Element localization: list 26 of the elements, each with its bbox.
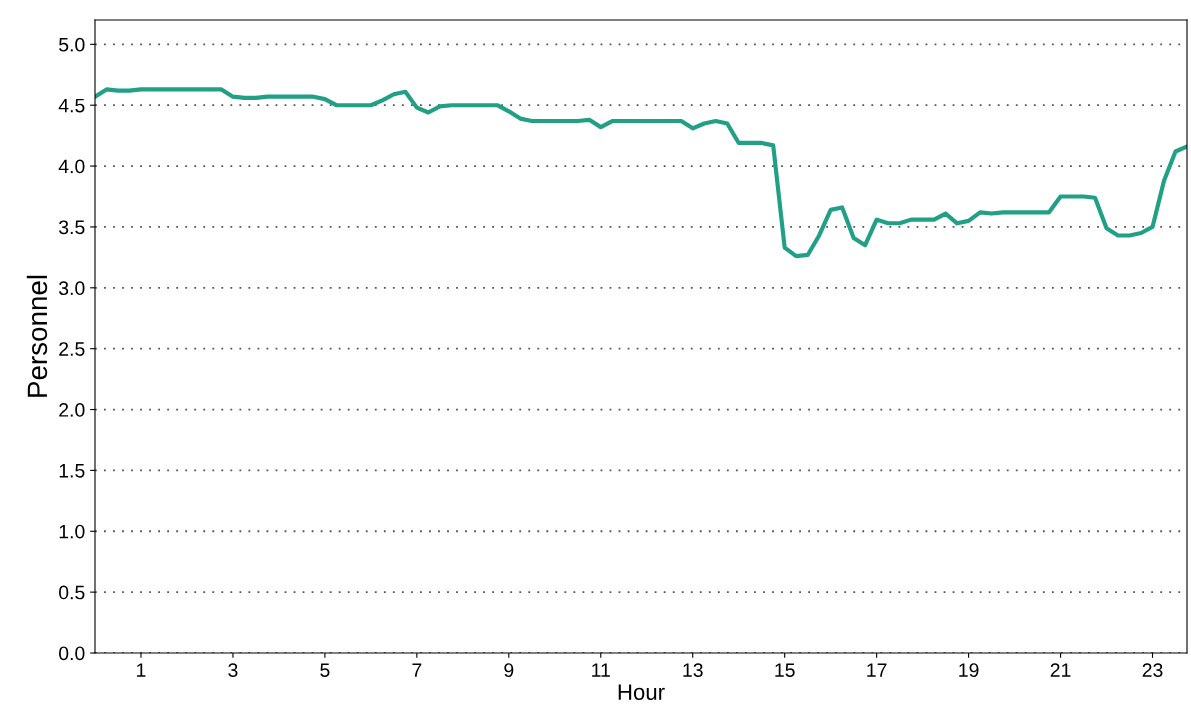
- x-axis-title: Hour: [618, 684, 665, 700]
- y-tick-label: 2.5: [59, 342, 85, 356]
- y-tick-label: 1.0: [59, 524, 85, 539]
- x-tick-label: 7: [412, 663, 422, 677]
- x-tick-label: 1: [137, 663, 146, 677]
- x-tick-label: 11: [592, 663, 610, 677]
- x-tick-label: 13: [683, 663, 703, 677]
- y-tick-label: 0.0: [59, 646, 85, 661]
- y-tick-label: 5.0: [59, 37, 85, 52]
- x-tick-label: 19: [959, 663, 979, 677]
- y-tick-label: 4.5: [58, 98, 85, 113]
- x-tick-label: 3: [228, 663, 238, 677]
- y-tick-label: 4.0: [58, 159, 85, 174]
- x-tick-label: 23: [1142, 663, 1163, 677]
- y-tick-label: 3.0: [58, 281, 85, 296]
- y-axis-title: Personnel: [26, 275, 48, 397]
- x-tick-label: 9: [504, 663, 514, 677]
- y-tick-label: 0.5: [59, 585, 85, 600]
- line-series: [95, 87, 1187, 259]
- y-tick-label: 1.5: [59, 464, 85, 478]
- x-tick-label: 21: [1050, 663, 1071, 677]
- y-tick-label: 3.5: [58, 220, 85, 235]
- x-tick-label: 5: [320, 663, 330, 677]
- y-tick-label: 2.0: [59, 403, 85, 417]
- x-tick-label: 17: [867, 663, 887, 677]
- x-tick-label: 15: [775, 663, 795, 677]
